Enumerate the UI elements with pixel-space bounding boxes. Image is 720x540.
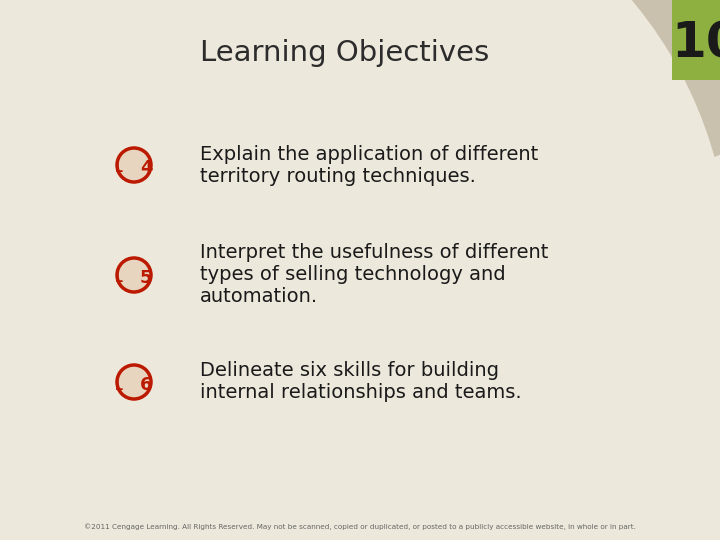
Text: Explain the application of different: Explain the application of different xyxy=(200,145,539,164)
Text: Interpret the usefulness of different: Interpret the usefulness of different xyxy=(200,244,549,262)
Text: types of selling technology and: types of selling technology and xyxy=(200,266,505,285)
Text: Delineate six skills for building: Delineate six skills for building xyxy=(200,361,499,381)
Text: automation.: automation. xyxy=(200,287,318,307)
FancyBboxPatch shape xyxy=(672,0,720,80)
Text: 5: 5 xyxy=(140,269,152,287)
Text: 4: 4 xyxy=(140,159,152,177)
Text: L: L xyxy=(115,380,123,393)
Text: territory routing techniques.: territory routing techniques. xyxy=(200,166,476,186)
Circle shape xyxy=(0,10,540,540)
Circle shape xyxy=(117,148,151,182)
Text: internal relationships and teams.: internal relationships and teams. xyxy=(200,383,521,402)
FancyBboxPatch shape xyxy=(0,0,90,540)
Text: L: L xyxy=(115,273,123,286)
Circle shape xyxy=(117,365,151,399)
Text: 6: 6 xyxy=(140,376,152,394)
Text: ©2011 Cengage Learning. All Rights Reserved. May not be scanned, copied or dupli: ©2011 Cengage Learning. All Rights Reser… xyxy=(84,523,636,530)
Ellipse shape xyxy=(0,0,720,210)
Text: Learning Objectives: Learning Objectives xyxy=(200,39,490,67)
FancyBboxPatch shape xyxy=(85,190,720,540)
Text: L: L xyxy=(115,163,123,176)
Circle shape xyxy=(117,258,151,292)
Text: 10: 10 xyxy=(671,19,720,67)
